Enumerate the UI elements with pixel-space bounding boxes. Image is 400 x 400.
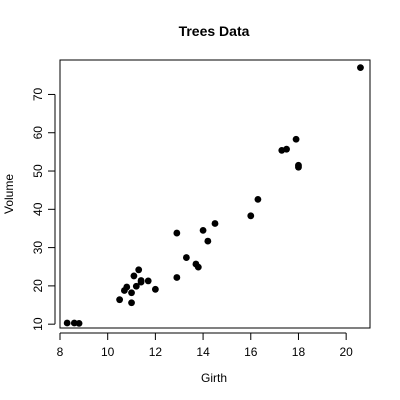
- data-point: [357, 64, 364, 72]
- y-tick-label: 40: [31, 202, 45, 216]
- data-point: [199, 226, 207, 234]
- x-tick-label: 14: [196, 345, 210, 359]
- data-point: [128, 289, 135, 297]
- x-axis: 8 10 12 14 16 18 20: [57, 332, 353, 359]
- x-axis-label: Girth: [201, 371, 227, 385]
- data-point: [254, 195, 262, 203]
- y-tick-label: 20: [31, 279, 45, 293]
- y-tick-label: 70: [31, 87, 45, 101]
- data-points: [63, 64, 364, 327]
- data-point: [123, 283, 131, 291]
- x-tick-label: 8: [57, 345, 64, 359]
- data-point: [132, 282, 140, 290]
- data-point: [295, 163, 302, 171]
- x-tick-label: 18: [292, 345, 306, 359]
- x-tick-label: 20: [339, 345, 353, 359]
- data-point: [63, 319, 71, 327]
- data-point: [116, 296, 124, 304]
- data-point: [135, 266, 143, 274]
- data-point: [130, 272, 138, 280]
- chart-title: Trees Data: [179, 23, 250, 39]
- y-tick-label: 10: [31, 317, 45, 331]
- data-point: [194, 263, 202, 271]
- data-point: [247, 212, 255, 220]
- data-point: [211, 220, 219, 227]
- data-point: [283, 145, 290, 153]
- y-tick-label: 50: [31, 164, 45, 178]
- x-tick-label: 12: [149, 345, 163, 359]
- data-point: [182, 254, 190, 261]
- data-point: [75, 320, 83, 327]
- data-point: [128, 299, 135, 307]
- y-tick-label: 60: [31, 126, 45, 140]
- plot-frame: [59, 59, 371, 329]
- y-axis-label: Volume: [2, 174, 16, 214]
- data-point: [144, 277, 152, 285]
- y-axis: 10 20 30 40 50 60 70: [31, 87, 56, 331]
- data-point: [204, 237, 212, 245]
- data-point: [173, 229, 181, 237]
- x-tick-label: 16: [244, 345, 258, 359]
- data-point: [137, 277, 145, 284]
- data-point: [151, 285, 159, 293]
- data-point: [292, 135, 300, 143]
- data-point: [173, 274, 181, 281]
- y-tick-label: 30: [31, 241, 45, 255]
- x-tick-label: 10: [101, 345, 115, 359]
